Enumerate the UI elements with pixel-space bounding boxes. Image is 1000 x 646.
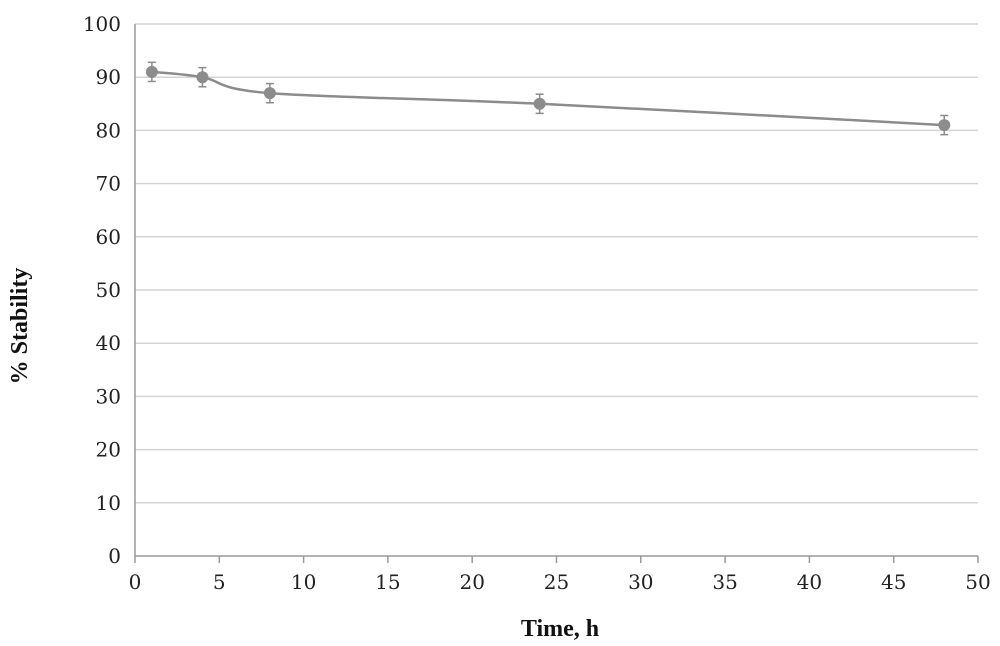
x-tick-label-10: 10: [291, 570, 316, 594]
y-tick-label-50: 50: [96, 278, 121, 302]
data-point-4: [938, 119, 951, 132]
x-tick-labels: 0 5 10 15 20 25 30 35 40 45 50: [129, 570, 991, 594]
gridlines: [135, 23, 978, 504]
data-point-0: [145, 65, 158, 78]
x-axis-title: Time, h: [521, 616, 599, 642]
data-point-2: [263, 87, 276, 100]
y-tick-label-100: 100: [83, 12, 121, 36]
x-tick-label-5: 5: [213, 570, 226, 594]
y-tick-label-10: 10: [96, 491, 121, 515]
axes: [134, 24, 979, 563]
plot-area: [145, 61, 951, 136]
x-tick-label-15: 15: [375, 570, 400, 594]
data-point-1: [196, 71, 209, 84]
x-tick-label-40: 40: [797, 570, 822, 594]
x-tick-label-45: 45: [881, 570, 906, 594]
x-tick-label-50: 50: [965, 570, 990, 594]
x-tick-label-20: 20: [459, 570, 484, 594]
y-tick-labels: 0 10 20 30 40 50 60 70 80 90 100: [83, 12, 121, 568]
y-tick-label-0: 0: [108, 544, 121, 568]
x-tick-label-0: 0: [129, 570, 142, 594]
y-tick-label-80: 80: [96, 118, 121, 142]
y-tick-label-20: 20: [96, 438, 121, 462]
y-tick-label-60: 60: [96, 225, 121, 249]
x-tick-label-30: 30: [628, 570, 653, 594]
y-axis-title: % Stability: [7, 268, 33, 385]
data-point-3: [533, 97, 546, 110]
y-tick-label-40: 40: [96, 331, 121, 355]
y-tick-label-70: 70: [96, 172, 121, 196]
y-tick-label-90: 90: [96, 65, 121, 89]
y-tick-label-30: 30: [96, 384, 121, 408]
x-tick-label-35: 35: [712, 570, 737, 594]
x-tick-label-25: 25: [544, 570, 569, 594]
